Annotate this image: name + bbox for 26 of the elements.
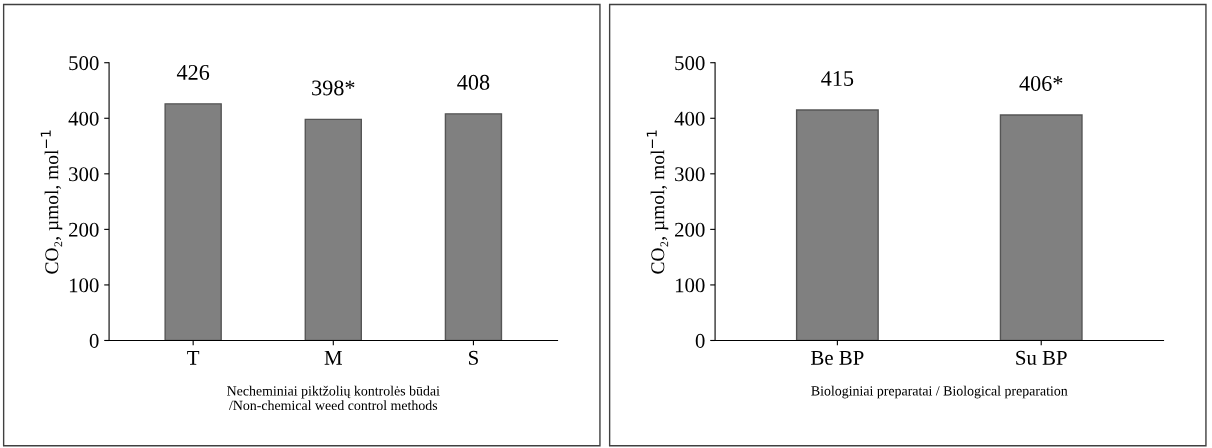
- x-tick-label: T: [187, 351, 200, 365]
- y-tick-label: 200: [675, 222, 705, 237]
- y-tick-label: 500: [675, 56, 705, 71]
- data-label: 398*: [312, 80, 355, 96]
- data-label: 415: [821, 71, 854, 86]
- y-tick-label: 400: [68, 111, 99, 126]
- x-axis-title: Biologiniai preparatai / Biological preparation: [811, 385, 1068, 399]
- y-axis-title: CO₂, µmol, mol$^{−1}$: [40, 130, 63, 274]
- x-axis-title: Necheminiai piktžolių kontrolės būdai /Non-chemical weed control methods: [227, 385, 440, 411]
- y-tick-label: 100: [69, 278, 99, 293]
- y-tick-label: 0: [695, 333, 705, 348]
- x-tick-label: Be BP: [811, 351, 864, 365]
- data-label: 426: [176, 64, 210, 80]
- x-tick-label: M: [324, 351, 342, 365]
- y-tick-label: 300: [675, 167, 705, 182]
- y-axis-title: CO₂, µmol, mol$^{−1}$: [646, 130, 669, 274]
- y-tick-label: 0: [89, 333, 99, 348]
- y-tick-label: 500: [69, 56, 99, 71]
- y-tick-label: 300: [69, 167, 99, 182]
- x-tick-label: Su BP: [1016, 350, 1067, 365]
- x-tick-label: S: [469, 350, 478, 365]
- data-label: 406*: [1019, 75, 1063, 91]
- y-tick-label: 200: [69, 222, 99, 237]
- data-label: 408: [457, 74, 490, 90]
- y-tick-label: 100: [675, 278, 705, 293]
- y-tick-label: 400: [674, 111, 705, 126]
